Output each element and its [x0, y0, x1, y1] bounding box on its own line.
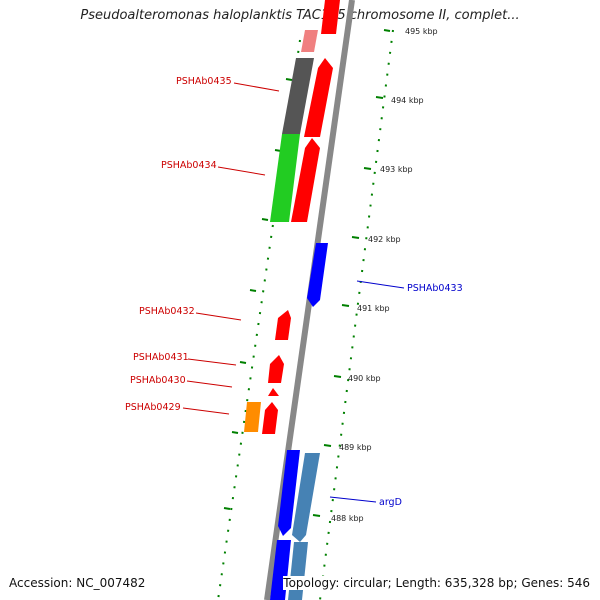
gene-label-pshab0435[interactable]: PSHAb0435	[176, 76, 232, 87]
gene-label-pshab0431[interactable]: PSHAb0431	[133, 352, 189, 363]
gene-block-pshab0429[interactable]	[244, 402, 261, 432]
scale-labels: 495 kbp 494 kbp 493 kbp 492 kbp 491 kbp …	[331, 27, 438, 523]
outer-tick-ring	[319, 29, 394, 600]
gene-label-pshab0430[interactable]: PSHAb0430	[130, 375, 186, 386]
gene-block-pshab0435[interactable]	[282, 58, 314, 134]
forward-genes	[244, 30, 318, 434]
kbp-label-489: 489 kbp	[339, 443, 372, 452]
gene-label-pshab0433[interactable]: PSHAb0433	[407, 283, 463, 294]
kbp-label-488: 488 kbp	[331, 514, 364, 523]
gene-block-pshab0434[interactable]	[270, 134, 300, 222]
gene-arrow-argd[interactable]	[292, 453, 320, 542]
gene-arrow-pshab0432[interactable]	[275, 310, 291, 340]
kbp-label-494: 494 kbp	[391, 96, 424, 105]
kbp-label-491: 491 kbp	[357, 304, 390, 313]
kbp-label-495: 495 kbp	[405, 27, 438, 36]
reverse-genes	[270, 243, 328, 600]
gene-block-bottom-b[interactable]	[288, 542, 308, 600]
gene-label-argd[interactable]: argD	[379, 497, 402, 508]
gene-arrow-pshab0429-b[interactable]	[262, 402, 278, 434]
kbp-label-493: 493 kbp	[380, 165, 413, 174]
gene-arrow-pshab0431[interactable]	[268, 355, 284, 383]
gene-arrow-1[interactable]	[304, 58, 333, 137]
gene-arrow-top[interactable]	[321, 0, 340, 34]
gene-block-faded[interactable]	[301, 30, 318, 52]
gene-arrow-pshab0433[interactable]	[307, 243, 328, 307]
gene-arrow-pshab0430[interactable]	[268, 388, 279, 396]
gene-label-pshab0429[interactable]: PSHAb0429	[125, 402, 181, 413]
gene-arrow-2[interactable]	[291, 138, 320, 222]
gene-arrow-argd-a[interactable]	[278, 450, 300, 536]
kbp-label-492: 492 kbp	[368, 235, 401, 244]
kbp-label-490: 490 kbp	[348, 374, 381, 383]
accession-label: Accession: NC_007482	[9, 576, 146, 590]
gene-label-pshab0434[interactable]: PSHAb0434	[161, 160, 217, 171]
gene-labels: PSHAb0435 PSHAb0434 PSHAb0433 PSHAb0432 …	[125, 76, 463, 508]
red-gene-arrows	[291, 0, 340, 222]
label-leader-lines	[182, 82, 405, 503]
map-title: Pseudoalteromonas haloplanktis TAC125 ch…	[80, 8, 520, 23]
topology-stats: Topology: circular; Length: 635,328 bp; …	[283, 576, 590, 590]
gene-label-pshab0432[interactable]: PSHAb0432	[139, 306, 195, 317]
